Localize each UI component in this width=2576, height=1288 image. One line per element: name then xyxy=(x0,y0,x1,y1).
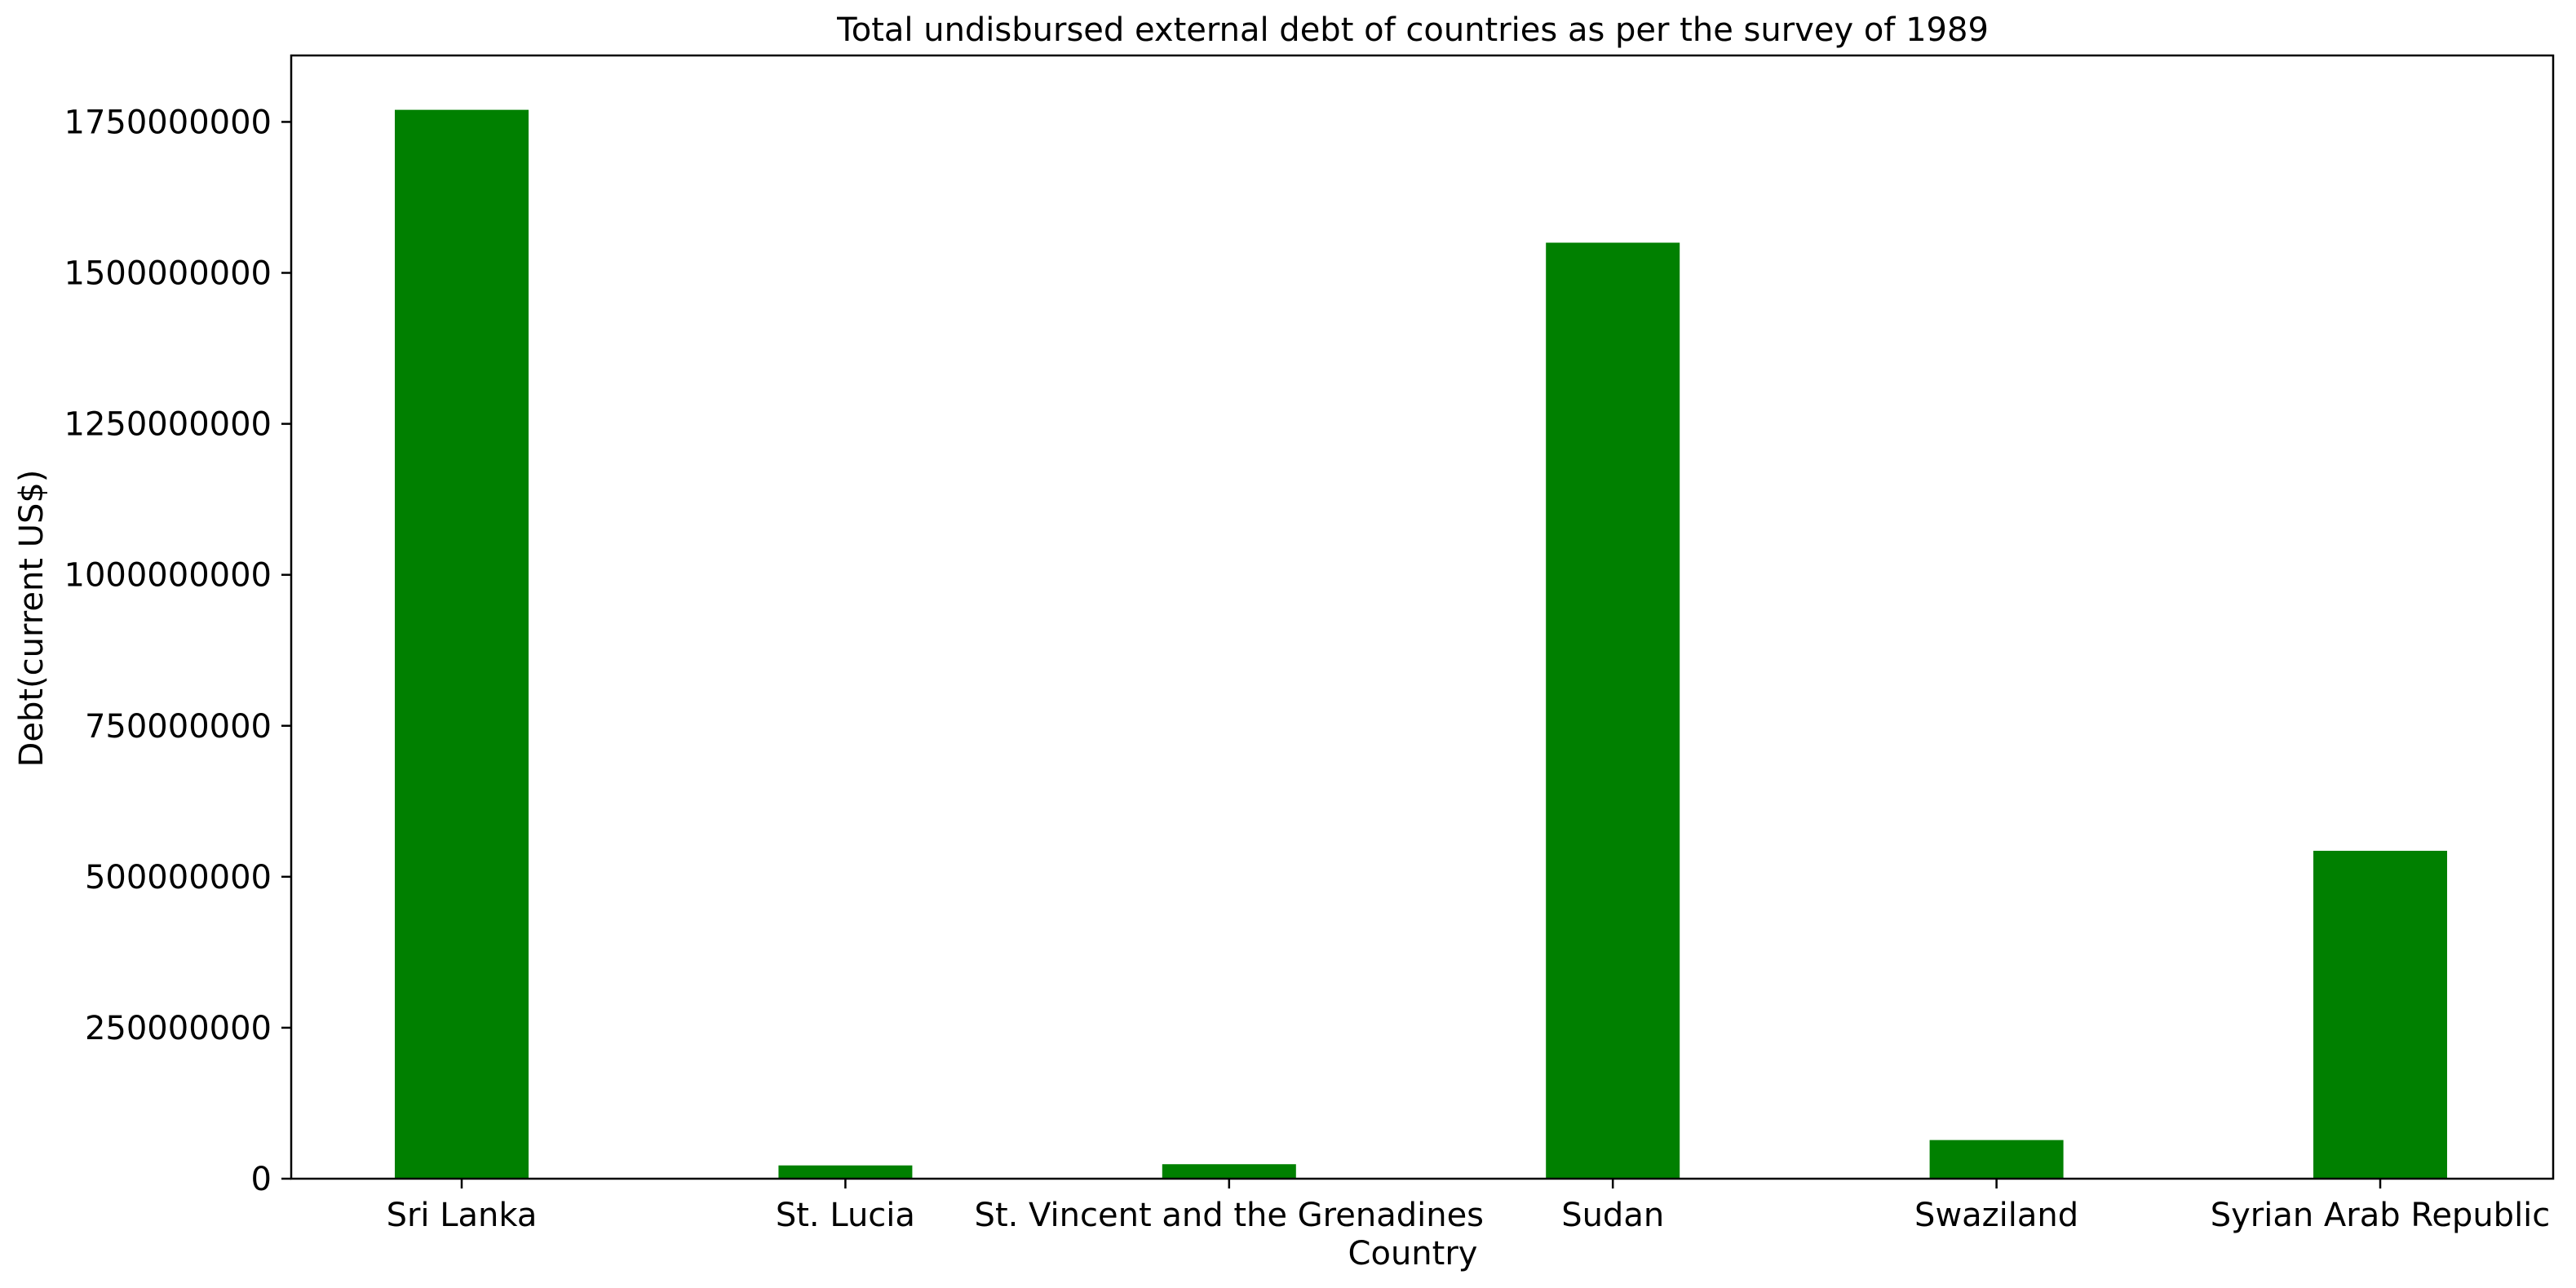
y-tick-label: 750000000 xyxy=(85,708,272,746)
plot-area-frame xyxy=(290,54,2555,1180)
bar-4 xyxy=(1929,1140,2064,1179)
y-tick-label: 0 xyxy=(251,1161,272,1198)
y-tick-label: 1750000000 xyxy=(64,104,272,141)
y-axis-ticks: 0 250000000 500000000 750000000 1000000000 12… xyxy=(64,104,291,1198)
x-axis-label: Country xyxy=(1348,1235,1478,1273)
y-axis-label: Debt(current US$) xyxy=(13,470,51,768)
x-tick-label: Syrian Arab Republic xyxy=(2211,1197,2551,1234)
x-tick-label: Swaziland xyxy=(1914,1197,2078,1234)
y-tick-label: 500000000 xyxy=(85,859,272,896)
bar-1 xyxy=(778,1165,913,1179)
x-axis-ticks: Sri Lanka St. Lucia St. Vincent and the Gr… xyxy=(387,1179,2551,1234)
y-tick-label: 1000000000 xyxy=(64,557,272,595)
bar-5 xyxy=(2313,851,2447,1179)
y-tick-label: 1500000000 xyxy=(64,255,272,293)
x-tick-label: Sudan xyxy=(1561,1197,1664,1234)
x-tick-label: Sri Lanka xyxy=(387,1197,538,1234)
x-tick-label: St. Vincent and the Grenadines xyxy=(975,1197,1484,1234)
bars xyxy=(395,109,2447,1179)
bar-3 xyxy=(1546,242,1680,1179)
chart-title: Total undisbursed external debt of count… xyxy=(836,11,1989,49)
bar-0 xyxy=(395,109,529,1179)
y-tick-label: 1250000000 xyxy=(64,406,272,444)
y-tick-label: 250000000 xyxy=(85,1010,272,1047)
bar-2 xyxy=(1162,1164,1296,1179)
x-tick-label: St. Lucia xyxy=(776,1197,915,1234)
